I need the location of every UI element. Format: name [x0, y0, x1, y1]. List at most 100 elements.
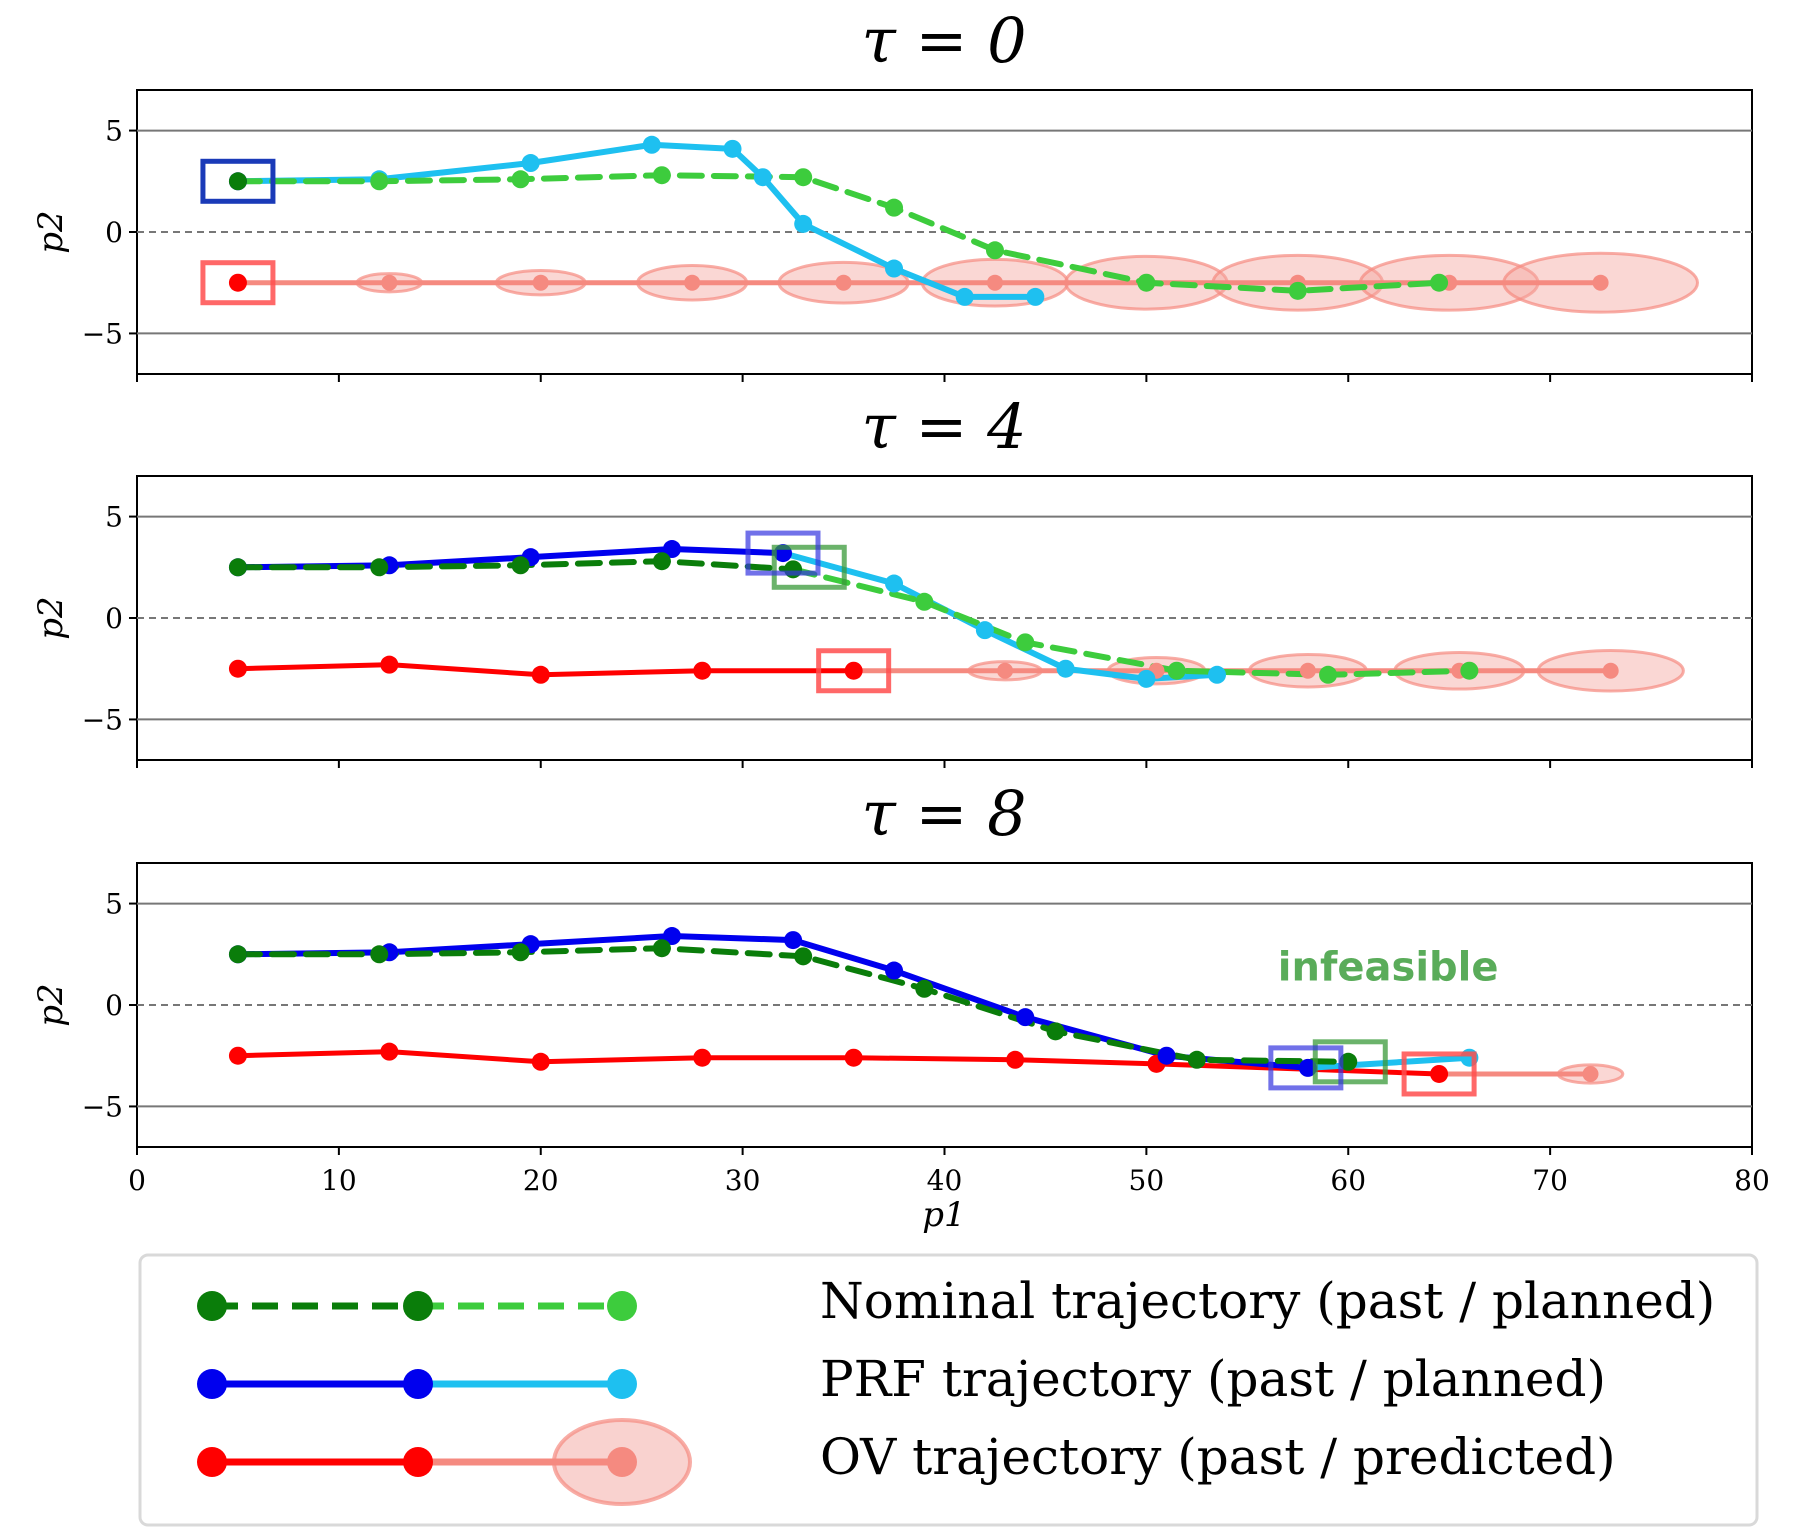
- prf-current-marker: [745, 530, 821, 576]
- ov-past-point: [228, 659, 247, 678]
- prf-planned-point: [1208, 665, 1227, 684]
- x-tick-label: 0: [128, 1164, 146, 1197]
- x-axis-tick-labels: 0 10 20 30 40 50 60 70 80: [128, 1164, 1770, 1197]
- nominal-planned-point: [652, 166, 671, 185]
- legend-ov-past-marker: [197, 1447, 227, 1477]
- ov-predicted-point: [1592, 274, 1609, 291]
- ov-past-point: [693, 1048, 712, 1067]
- ov-current-marker: [200, 260, 276, 306]
- ov-predicted-point: [835, 274, 852, 291]
- prf-planned-point: [955, 287, 974, 306]
- y-axis-label: p2: [31, 983, 71, 1026]
- nominal-past-point: [370, 945, 389, 964]
- legend-entry-prf: PRF trajectory (past / planned): [820, 1350, 1606, 1408]
- ov-past-point: [1006, 1050, 1025, 1069]
- nominal-planned-point: [885, 198, 904, 217]
- legend-prf-current-marker: [403, 1369, 433, 1399]
- x-tick-label: 80: [1734, 1164, 1770, 1197]
- ov-past-point: [844, 1048, 863, 1067]
- nominal-past-point: [511, 556, 530, 575]
- nominal-past-point: [1046, 1022, 1065, 1041]
- ov-predicted-point: [1582, 1065, 1599, 1082]
- y-tick-label: 0: [105, 216, 123, 249]
- nominal-current-marker: [1312, 1039, 1388, 1085]
- prf-planned-point: [794, 214, 813, 233]
- nominal-planned-point: [985, 241, 1004, 260]
- ov-past-point: [1430, 1064, 1449, 1083]
- y-axis-label: p2: [31, 596, 71, 639]
- nominal-planned-point: [511, 170, 530, 189]
- y-axis-label: p2: [31, 210, 71, 253]
- plot-content: [200, 135, 1699, 314]
- nominal-planned-point: [1016, 633, 1035, 652]
- x-tick-label: 10: [321, 1164, 357, 1197]
- nominal-current-marker: [771, 544, 847, 590]
- prf-planned-point: [975, 621, 994, 640]
- legend-entry-ov: OV trajectory (past / predicted): [820, 1428, 1616, 1486]
- nominal-planned-point: [915, 592, 934, 611]
- prf-planned-point: [1056, 659, 1075, 678]
- ov-past-point: [228, 273, 247, 292]
- nominal-planned-point: [1167, 661, 1186, 680]
- legend-nominal-planned-marker: [607, 1291, 637, 1321]
- ov-predicted-point: [1602, 662, 1619, 679]
- nominal-planned-point: [1460, 661, 1479, 680]
- ov-past-point: [531, 1052, 550, 1071]
- prf-planned-point: [885, 574, 904, 593]
- prf-planned-line: [1304, 1054, 1473, 1071]
- nominal-past-point: [228, 172, 247, 191]
- infeasible-annotation: infeasible: [1278, 945, 1499, 991]
- nominal-planned-line: [234, 172, 1443, 294]
- prf-past-point: [885, 961, 904, 980]
- legend-ov-planned-marker: [607, 1447, 637, 1477]
- y-tick-label: 5: [105, 115, 123, 148]
- nominal-past-point: [511, 943, 530, 962]
- y-tick-label: −5: [82, 703, 123, 736]
- nominal-planned-point: [1288, 281, 1307, 300]
- y-tick-label: 0: [105, 989, 123, 1022]
- ov-current-marker: [1401, 1051, 1477, 1097]
- legend-prf-past-marker: [197, 1369, 227, 1399]
- y-tick-label: −5: [82, 1090, 123, 1123]
- y-tick-label: −5: [82, 317, 123, 350]
- ov-current-marker: [816, 648, 892, 694]
- y-tick-label: 5: [105, 888, 123, 921]
- ov-predicted-point: [684, 274, 701, 291]
- y-tick-label: 0: [105, 602, 123, 635]
- plot-content: [228, 530, 1685, 694]
- panel-title-1: τ = 4: [861, 390, 1026, 463]
- legend-swatches: [197, 1291, 692, 1506]
- nominal-past-point: [228, 945, 247, 964]
- nominal-past-point: [370, 558, 389, 577]
- ov-predicted-point: [986, 274, 1003, 291]
- x-tick-label: 30: [725, 1164, 761, 1197]
- ov-predicted-point: [1299, 662, 1316, 679]
- x-tick-label: 20: [523, 1164, 559, 1197]
- nominal-planned-point: [1137, 273, 1156, 292]
- panel-tau-8: −5 0 5 p2: [31, 862, 1753, 1155]
- nominal-past-point: [915, 979, 934, 998]
- prf-current-marker: [1268, 1045, 1344, 1091]
- legend-prf-planned-marker: [607, 1369, 637, 1399]
- legend-box: [138, 1253, 1759, 1527]
- legend-nominal-past-marker: [197, 1291, 227, 1321]
- ov-past-point: [380, 1042, 399, 1061]
- prf-past-point: [784, 931, 803, 950]
- nominal-past-point: [1339, 1052, 1358, 1071]
- x-tick-label: 50: [1129, 1164, 1165, 1197]
- nominal-past-point: [784, 560, 803, 579]
- ov-past-point: [844, 661, 863, 680]
- prf-planned-point: [642, 135, 661, 154]
- prf-planned-point: [885, 259, 904, 278]
- nominal-planned-point: [1319, 665, 1338, 684]
- prf-past-point: [1298, 1058, 1317, 1077]
- nominal-past-point: [652, 552, 671, 571]
- nominal-past-point: [652, 939, 671, 958]
- x-axis-label: p1: [922, 1195, 965, 1235]
- x-tick-label: 60: [1330, 1164, 1366, 1197]
- panel-tau-4: −5 0 5 p2: [31, 475, 1753, 768]
- legend-entry-nominal: Nominal trajectory (past / planned): [820, 1272, 1715, 1330]
- nominal-past-point: [1187, 1050, 1206, 1069]
- ov-past-point: [531, 665, 550, 684]
